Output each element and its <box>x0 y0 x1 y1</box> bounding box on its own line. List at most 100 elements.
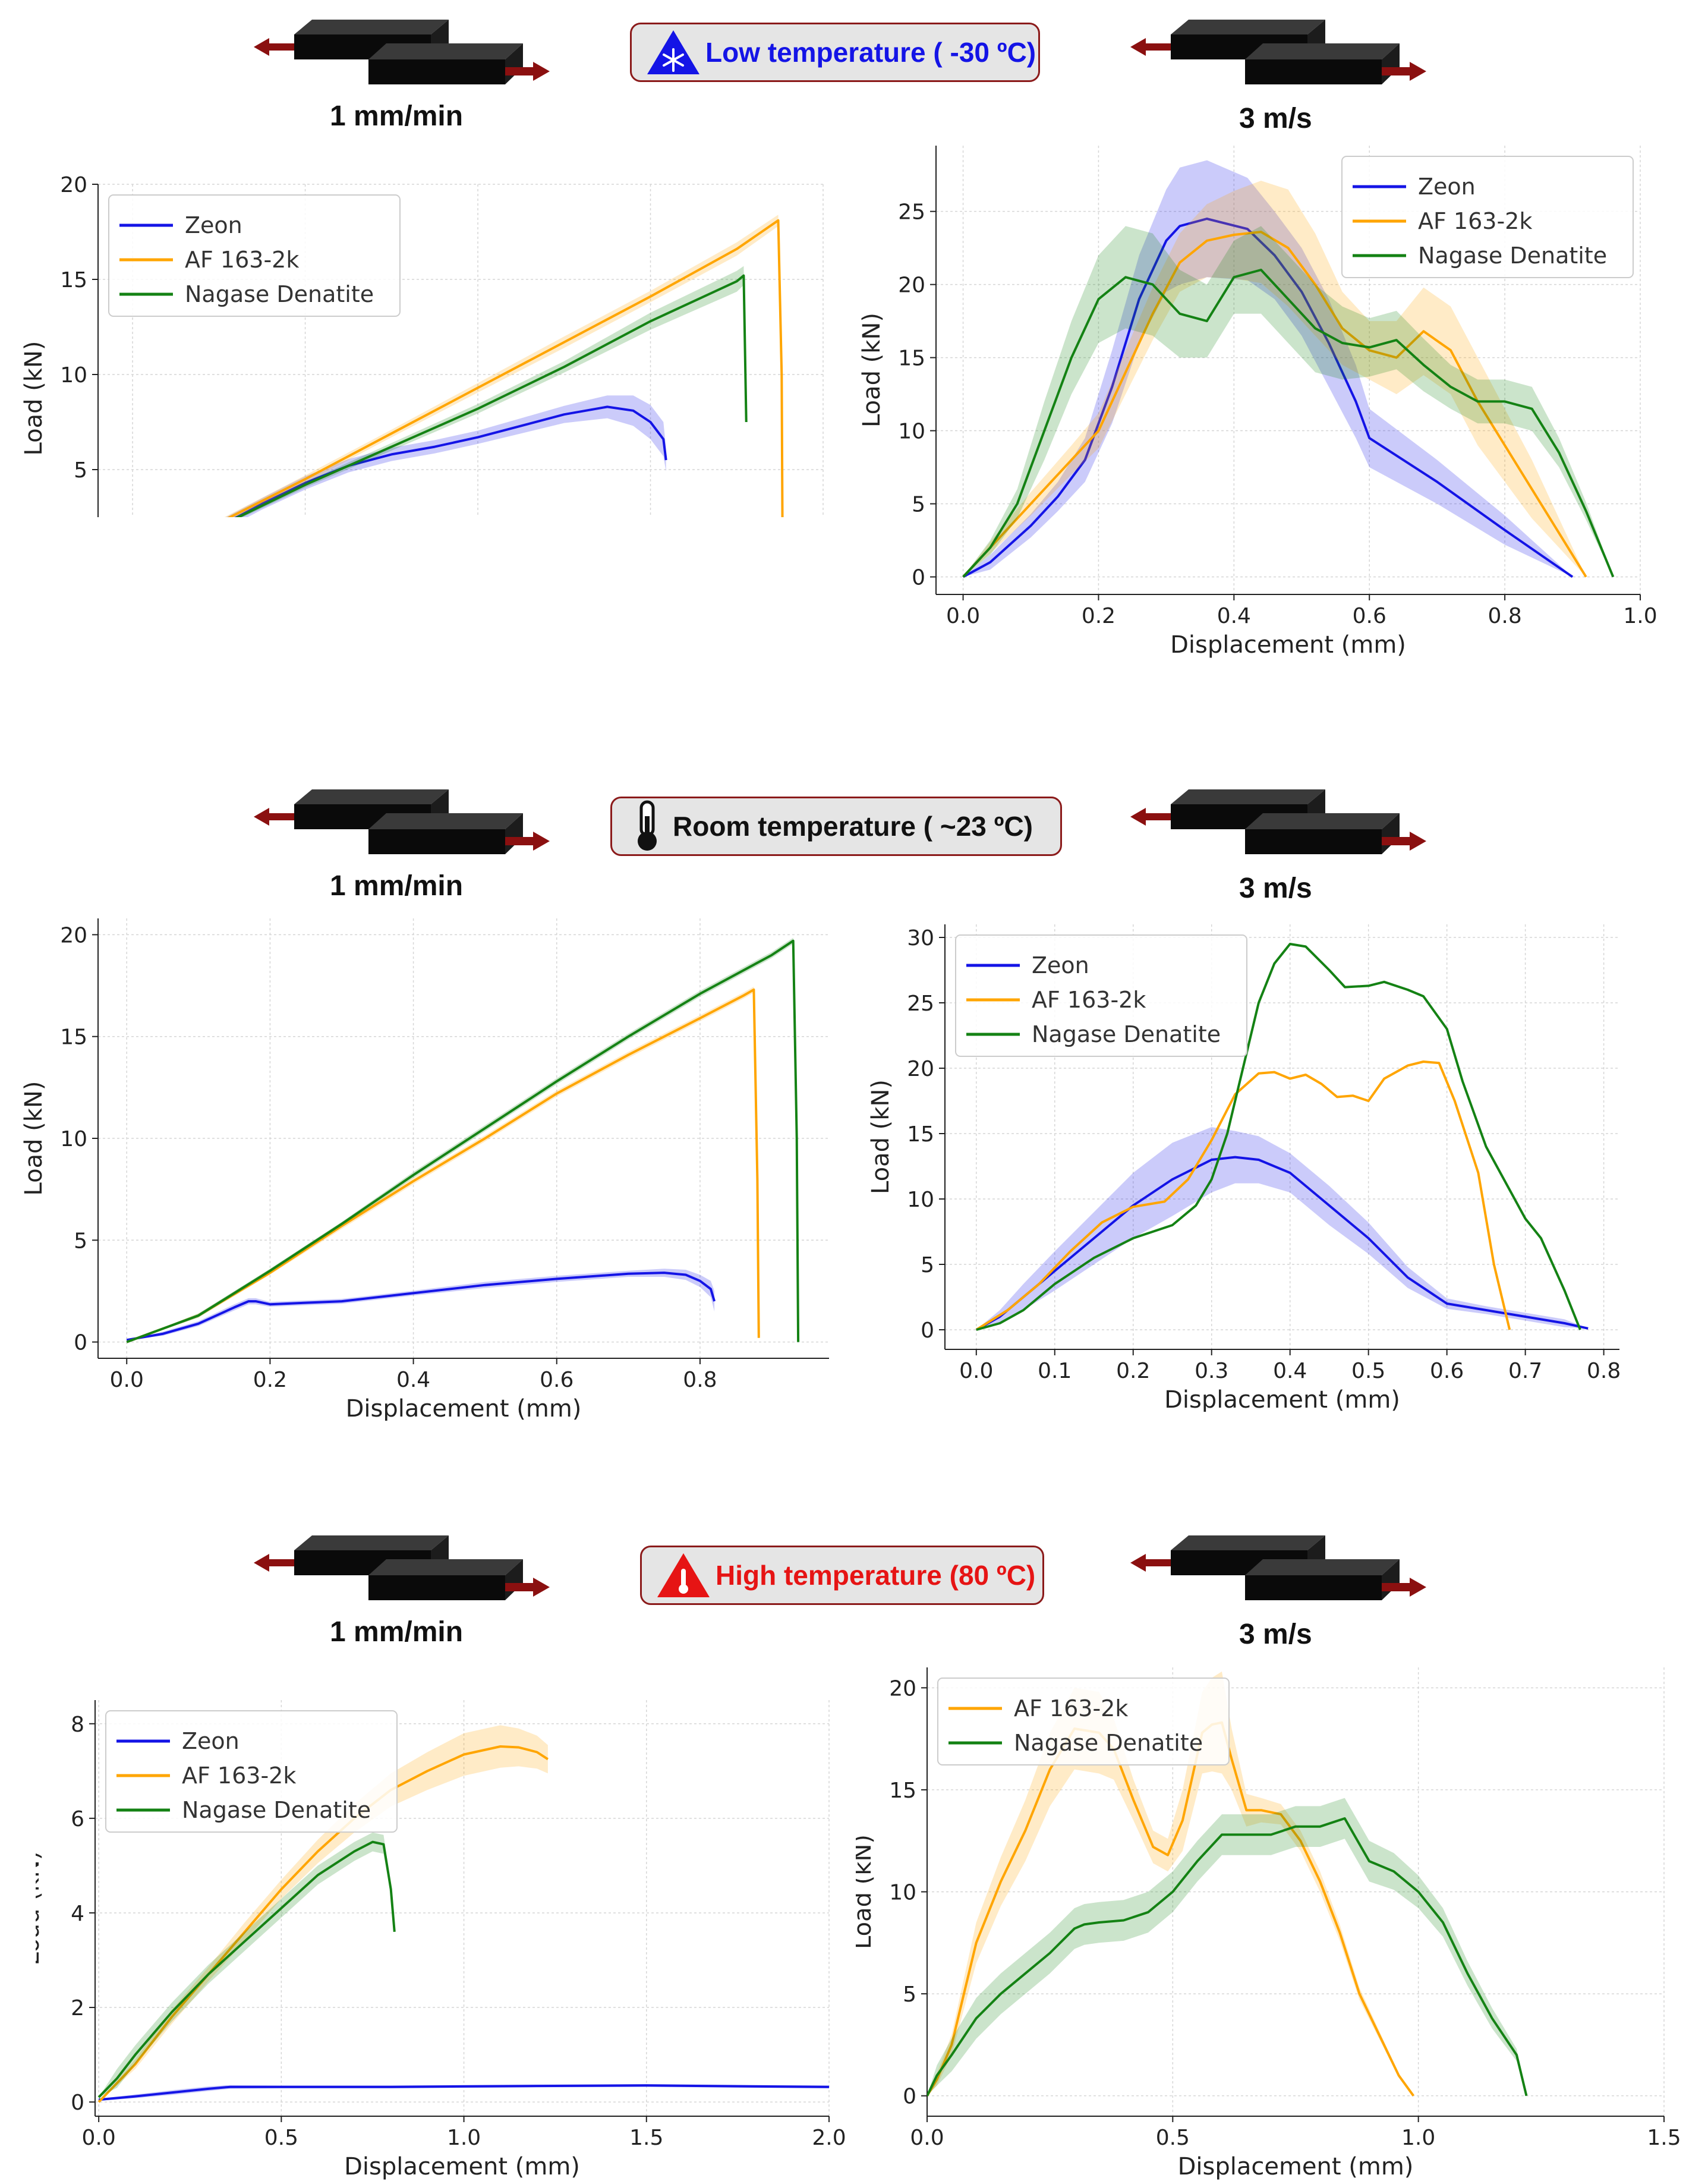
series-line <box>97 1840 396 2098</box>
y-tick-label: 10 <box>907 1188 934 1212</box>
lap-shear-fixture-icon <box>1129 1532 1438 1612</box>
y-tick-label: 20 <box>60 173 87 197</box>
x-tick-label: 0.4 <box>1217 604 1251 628</box>
y-tick-label: 5 <box>74 1229 87 1253</box>
series-line <box>976 943 1581 1331</box>
condition-label: Room temperature ( ~23 ºC) <box>673 811 1033 842</box>
legend: Zeon AF 163-2k Nagase Denatite <box>955 934 1247 1057</box>
lap-shear-fixture-icon <box>253 17 562 96</box>
y-tick-label: 10 <box>60 1127 87 1151</box>
legend-box <box>955 934 1247 1057</box>
y-tick-label: 0 <box>903 2085 916 2109</box>
series-line <box>927 1721 1415 2097</box>
legend-box <box>937 1678 1230 1765</box>
y-tick-label: 25 <box>907 992 934 1016</box>
x-axis-label: Displacement (mm) <box>1164 1386 1400 1412</box>
plot-area <box>126 937 800 1343</box>
x-tick-label: 0.5 <box>264 2126 298 2150</box>
legend-box <box>1341 156 1634 278</box>
chart-svg: 0.0 0.1 0.2 0.3 0.4 0.5 0.6 0.7 0.8 0 5 10 15 20 25 30 D… <box>867 924 1621 1412</box>
speed-label-right: 3 m/s <box>1239 873 1312 904</box>
legend-box <box>108 194 401 317</box>
x-tick-label: 0.3 <box>1195 1359 1228 1383</box>
chart-high-impact: 0.0 0.5 1.0 1.5 0 5 10 15 20 Displacement (mm) Loa… <box>856 1664 1708 2181</box>
x-tick-label: 0.5 <box>1156 2126 1190 2150</box>
x-tick-label: 0.8 <box>683 1368 717 1392</box>
condition-badge: High temperature (80 ºC) <box>640 1546 1044 1605</box>
x-tick-label: 1.0 <box>447 2126 481 2150</box>
warning-thermometer-icon <box>657 1553 710 1597</box>
series-line <box>126 1272 716 1342</box>
x-tick-label: 0.0 <box>110 1368 144 1392</box>
legend-label: AF 163-2k <box>1418 208 1532 234</box>
series-band <box>234 266 746 517</box>
plot-area <box>927 1671 1528 2097</box>
lap-shear-fixture-icon <box>1129 786 1438 866</box>
condition-label: High temperature (80 ºC) <box>716 1560 1036 1591</box>
row-header-high: 1 mm/min High temperature (80 ºC) 3 m/s <box>0 1516 1708 1670</box>
series-band <box>99 1725 548 2103</box>
y-tick-label: 5 <box>903 1982 916 2007</box>
legend-label: Nagase Denatite <box>1418 243 1607 269</box>
series-line <box>927 1817 1528 2097</box>
series-line <box>234 405 667 517</box>
series-band <box>927 1671 1414 2096</box>
thermometer-icon <box>638 800 657 851</box>
series-line <box>227 219 784 517</box>
series-line <box>962 231 1587 578</box>
speed-label-left: 1 mm/min <box>330 100 464 132</box>
y-tick-label: 20 <box>898 273 925 298</box>
y-tick-label: 15 <box>60 1025 87 1050</box>
series-line <box>126 988 760 1343</box>
series-band <box>963 181 1586 577</box>
lap-shear-fixture-icon <box>253 786 562 866</box>
x-tick-label: 0.4 <box>396 1368 430 1392</box>
x-tick-label: 0.5 <box>1351 1359 1385 1383</box>
plot-area <box>962 160 1615 578</box>
x-tick-label: 2.0 <box>812 2126 846 2150</box>
x-tick-label: 0.8 <box>1587 1359 1621 1383</box>
lap-shear-fixture-icon <box>1129 17 1438 96</box>
y-tick-label: 10 <box>898 420 925 444</box>
y-tick-label: 0 <box>71 2091 84 2115</box>
series-line <box>126 939 800 1343</box>
condition-badge: Room temperature ( ~23 ºC) <box>610 797 1062 856</box>
x-tick-label: 1.5 <box>629 2126 663 2150</box>
speed-label-right: 3 m/s <box>1239 1619 1312 1650</box>
y-tick-label: 2 <box>71 1996 84 2021</box>
chart-svg: 0.0 0.5 1.0 1.5 2.0 0 2 4 6 8 Displacement (mm) Loa… <box>36 1700 846 2180</box>
legend-label: AF 163-2k <box>1014 1695 1128 1721</box>
series-band <box>976 1127 1589 1330</box>
y-tick-label: 0 <box>912 565 925 590</box>
x-tick-label: 1.0 <box>1623 604 1657 628</box>
legend-label: AF 163-2k <box>182 1763 296 1789</box>
legend-label: AF 163-2k <box>1032 987 1146 1013</box>
series-band <box>927 1798 1527 2096</box>
legend: AF 163-2k Nagase Denatite <box>937 1678 1230 1765</box>
row-header-room: 1 mm/min Room temperature ( ~23 ºC) 3 m/… <box>0 770 1708 924</box>
legend-label: Zeon <box>1418 174 1476 200</box>
series-band <box>99 2084 829 2101</box>
y-axis-label: Load (kN) <box>36 1851 45 1966</box>
x-tick-label: 0.0 <box>82 2126 116 2150</box>
speed-label-left: 1 mm/min <box>330 1616 464 1648</box>
y-tick-label: 0 <box>74 1331 87 1355</box>
y-axis-label: Load (kN) <box>856 1834 877 1949</box>
chart-svg: 0.0 0.5 1.0 1.5 0 5 10 15 20 Displacement (mm) Loa… <box>856 1667 1681 2180</box>
x-tick-label: 0.2 <box>1116 1359 1150 1383</box>
y-tick-label: 5 <box>921 1253 934 1277</box>
x-tick-label: 0.6 <box>540 1368 573 1392</box>
x-tick-label: 1.5 <box>1647 2126 1681 2150</box>
series-line <box>962 269 1615 578</box>
x-axis-label: Displacement (mm) <box>1178 2153 1414 2180</box>
series-line <box>98 2084 829 2101</box>
x-axis-label: Displacement (mm) <box>1170 631 1406 659</box>
chart-room-quasistatic: 0.0 0.2 0.4 0.6 0.8 0 5 10 15 20 Displacement (mm)… <box>12 909 838 1421</box>
y-axis-label: Load (kN) <box>20 1081 48 1196</box>
x-tick-label: 0.0 <box>959 1359 993 1383</box>
x-tick-label: 0.0 <box>946 604 980 628</box>
series-band <box>99 1832 395 2098</box>
y-tick-label: 15 <box>889 1779 916 1803</box>
